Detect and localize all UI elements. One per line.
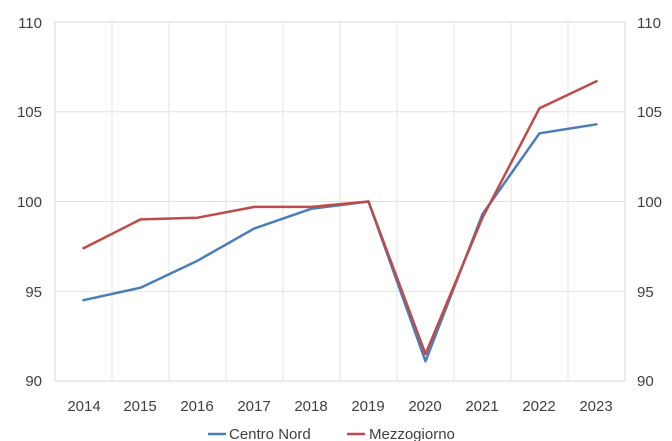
gridlines: [55, 21, 625, 382]
x-tick-label: 2019: [351, 398, 384, 415]
x-axis: 2014 2015 2016 2017 2018 2019 2020 2021 …: [67, 398, 612, 415]
series-lines: [82, 79, 598, 363]
x-tick-label: 2023: [579, 398, 612, 415]
y-right-tick-label: 110: [637, 15, 661, 32]
y-axis-left: 110 105 100 95 90: [17, 15, 42, 390]
x-tick-label: 2017: [237, 398, 270, 415]
y-left-tick-label: 105: [17, 104, 42, 121]
x-tick-label: 2018: [294, 398, 327, 415]
series-line-mezzogiorno: [82, 79, 598, 356]
legend: Centro Nord Mezzogiorno: [208, 426, 455, 441]
x-tick-label: 2021: [465, 398, 498, 415]
y-right-tick-label: 95: [637, 284, 654, 301]
y-axis-right: 110 105 100 95 90: [637, 15, 662, 390]
y-left-tick-label: 100: [17, 194, 42, 211]
x-tick-label: 2014: [67, 398, 100, 415]
plot-frame: [54, 21, 626, 382]
y-left-tick-label: 95: [25, 284, 42, 301]
x-tick-label: 2022: [522, 398, 555, 415]
y-right-tick-label: 100: [637, 194, 662, 211]
legend-label-centro-nord: Centro Nord: [229, 426, 311, 441]
x-tick-label: 2020: [408, 398, 441, 415]
y-right-tick-label: 90: [637, 373, 654, 390]
y-left-tick-label: 90: [25, 373, 42, 390]
legend-label-mezzogiorno: Mezzogiorno: [369, 426, 455, 441]
y-right-tick-label: 105: [637, 104, 662, 121]
y-left-tick-label: 110: [18, 15, 42, 32]
x-tick-label: 2016: [180, 398, 213, 415]
x-tick-label: 2015: [123, 398, 156, 415]
